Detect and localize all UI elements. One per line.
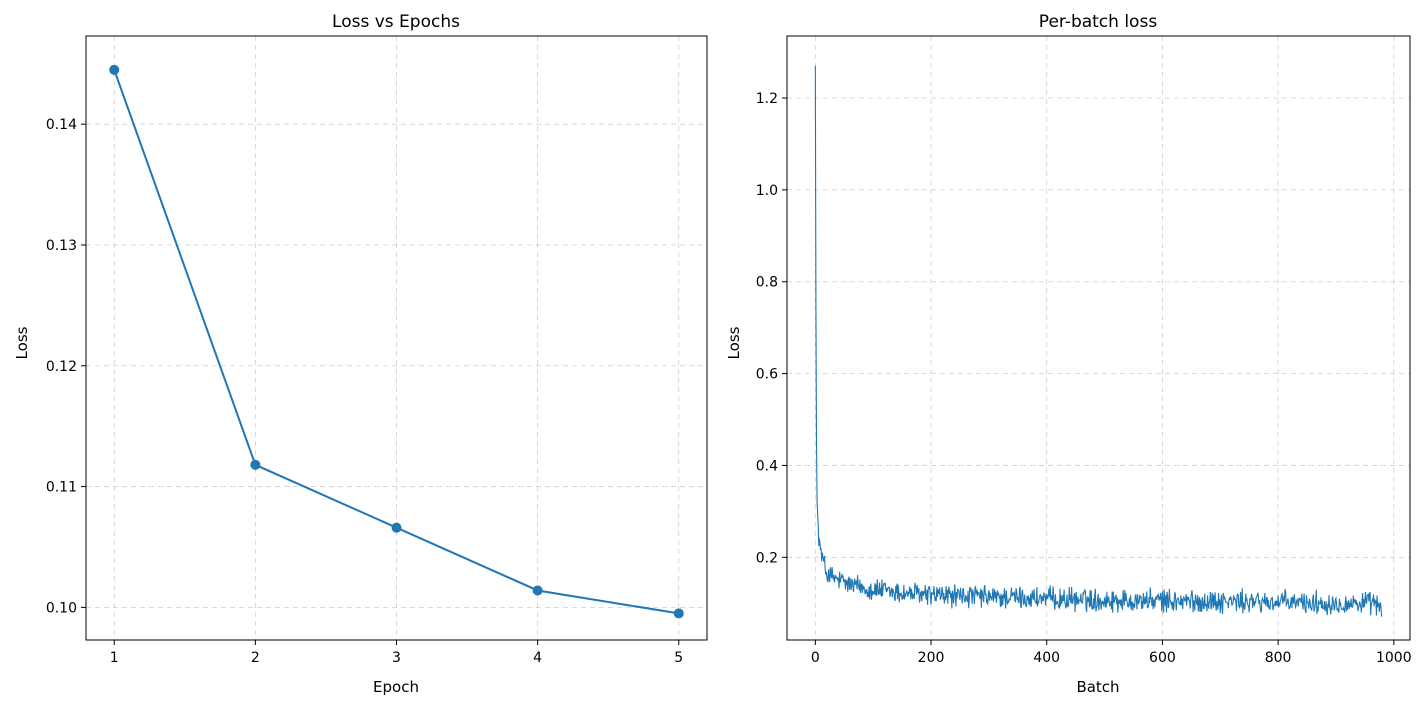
- x-tick-label: 1000: [1376, 650, 1412, 666]
- x-tick-label: 3: [392, 650, 401, 666]
- y-tick-label: 0.13: [46, 238, 77, 254]
- y-tick-label: 0.10: [46, 600, 77, 616]
- data-point: [391, 522, 402, 533]
- series: [109, 64, 684, 619]
- loss-vs-epochs-chart: Loss vs Epochs 1 2 3 4 5 0.10 0.11 0.12 0.13 0.14…: [13, 12, 708, 696]
- grid: [787, 36, 1410, 640]
- y-tick-label: 0.2: [756, 550, 778, 566]
- y-tick-label: 1.0: [756, 183, 778, 199]
- x-tick-label: 400: [1033, 650, 1060, 666]
- x-tick-label: 5: [674, 650, 683, 666]
- y-axis-label: Loss: [13, 326, 31, 359]
- per-batch-loss-chart: Per-batch loss 0 200 400 600 800 1000 0.2 0.4 0.…: [725, 12, 1412, 696]
- data-point: [250, 459, 261, 470]
- y-tick-label: 0.12: [46, 359, 77, 375]
- ticks: 1 2 3 4 5 0.10 0.11 0.12 0.13 0.14: [46, 117, 683, 666]
- grid: [86, 36, 707, 640]
- data-point: [532, 585, 543, 596]
- y-tick-label: 0.11: [46, 480, 77, 496]
- y-tick-label: 0.8: [756, 275, 778, 291]
- y-tick-label: 0.6: [756, 367, 778, 383]
- x-tick-label: 1: [110, 650, 119, 666]
- series: [814, 65, 1383, 617]
- x-axis-label: Epoch: [373, 678, 419, 696]
- plot-frame: [786, 35, 1411, 641]
- chart-title: Per-batch loss: [1039, 12, 1158, 32]
- chart-title: Loss vs Epochs: [332, 12, 460, 32]
- x-tick-label: 4: [533, 650, 542, 666]
- x-tick-label: 600: [1149, 650, 1176, 666]
- y-axis-label: Loss: [725, 326, 743, 359]
- x-tick-label: 2: [251, 650, 260, 666]
- y-tick-label: 1.2: [756, 91, 778, 107]
- data-point: [673, 608, 684, 619]
- x-tick-label: 0: [811, 650, 820, 666]
- ticks: 0 200 400 600 800 1000 0.2 0.4 0.6 0.8 1.0 1.2: [756, 91, 1412, 666]
- series-line: [814, 65, 1383, 617]
- x-axis-label: Batch: [1076, 678, 1119, 696]
- y-tick-label: 0.4: [756, 458, 778, 474]
- plot-frame: [85, 35, 708, 641]
- data-point: [109, 64, 120, 75]
- y-tick-label: 0.14: [46, 117, 77, 133]
- x-tick-label: 200: [918, 650, 945, 666]
- x-tick-label: 800: [1265, 650, 1292, 666]
